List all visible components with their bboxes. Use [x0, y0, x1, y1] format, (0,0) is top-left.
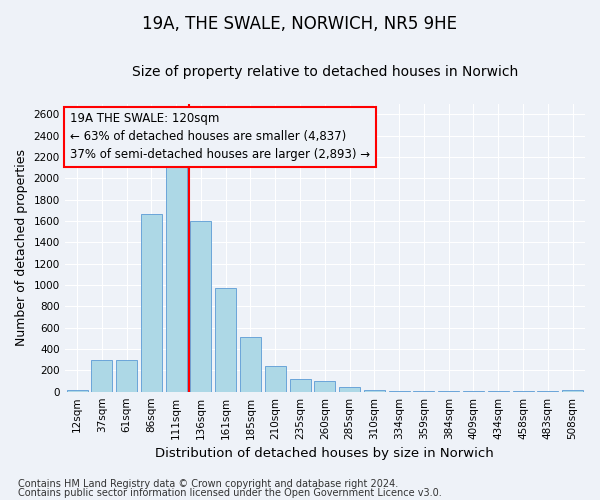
- Y-axis label: Number of detached properties: Number of detached properties: [15, 149, 28, 346]
- Bar: [67, 390, 88, 392]
- Text: 19A, THE SWALE, NORWICH, NR5 9HE: 19A, THE SWALE, NORWICH, NR5 9HE: [143, 15, 458, 33]
- Bar: [265, 366, 286, 392]
- Bar: [438, 391, 459, 392]
- Text: 19A THE SWALE: 120sqm
← 63% of detached houses are smaller (4,837)
37% of semi-d: 19A THE SWALE: 120sqm ← 63% of detached …: [70, 112, 370, 162]
- Bar: [240, 338, 261, 392]
- Bar: [215, 288, 236, 392]
- Bar: [190, 221, 211, 392]
- Title: Size of property relative to detached houses in Norwich: Size of property relative to detached ho…: [132, 65, 518, 79]
- Bar: [314, 381, 335, 392]
- Bar: [91, 360, 112, 392]
- Bar: [562, 390, 583, 392]
- Bar: [364, 390, 385, 392]
- Bar: [389, 390, 410, 392]
- Text: Contains HM Land Registry data © Crown copyright and database right 2024.: Contains HM Land Registry data © Crown c…: [18, 479, 398, 489]
- Bar: [290, 379, 311, 392]
- Bar: [166, 164, 187, 392]
- X-axis label: Distribution of detached houses by size in Norwich: Distribution of detached houses by size …: [155, 447, 494, 460]
- Bar: [413, 391, 434, 392]
- Bar: [116, 360, 137, 392]
- Text: Contains public sector information licensed under the Open Government Licence v3: Contains public sector information licen…: [18, 488, 442, 498]
- Bar: [141, 214, 162, 392]
- Bar: [339, 387, 360, 392]
